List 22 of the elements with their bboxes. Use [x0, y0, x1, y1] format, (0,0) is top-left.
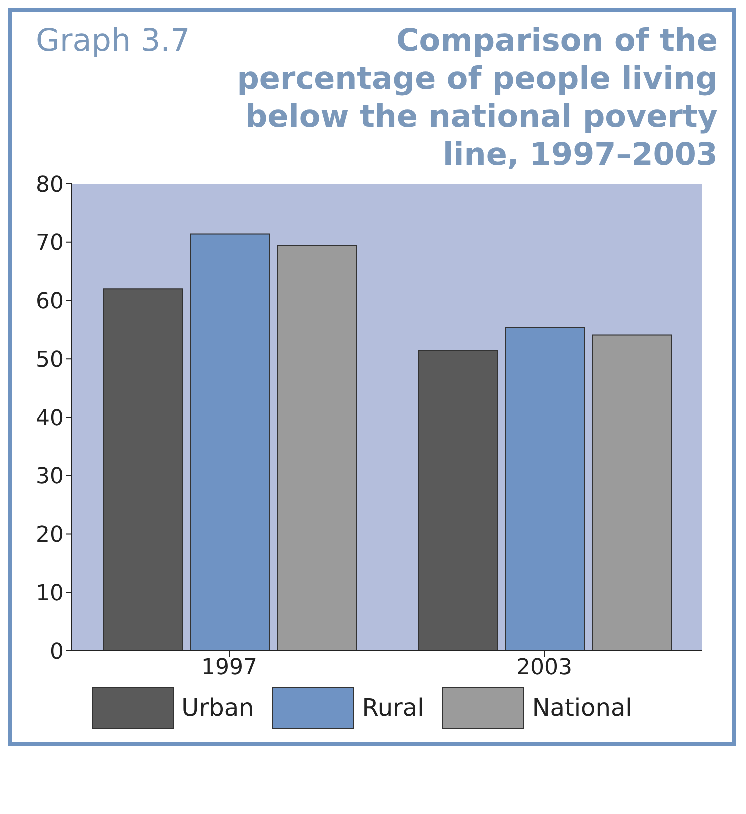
chart-title: Comparison of the percentage of people living below the national poverty line, 1997–2003	[236, 22, 719, 174]
bar	[190, 234, 270, 651]
y-tick-label: 60	[36, 290, 64, 315]
bar	[103, 288, 183, 651]
y-tick-label: 50	[36, 348, 64, 373]
x-tick-label: 1997	[202, 656, 258, 681]
y-tick-label: 10	[36, 581, 64, 606]
bar	[418, 350, 498, 651]
bar	[277, 245, 357, 651]
y-tick-label: 40	[36, 406, 64, 432]
y-tick-label: 30	[36, 464, 64, 490]
x-tick-label: 2003	[516, 656, 572, 681]
bar	[592, 334, 672, 651]
y-tick-label: 20	[36, 523, 64, 548]
y-tick-label: 80	[36, 172, 64, 198]
bar	[505, 327, 585, 651]
y-tick-label: 70	[36, 231, 64, 256]
legend-label: Urban	[182, 694, 254, 722]
legend-label: Rural	[362, 694, 424, 722]
y-tick-label: 0	[50, 640, 64, 665]
caption: Graph 3.7	[36, 22, 190, 60]
legend-label: National	[532, 694, 632, 722]
